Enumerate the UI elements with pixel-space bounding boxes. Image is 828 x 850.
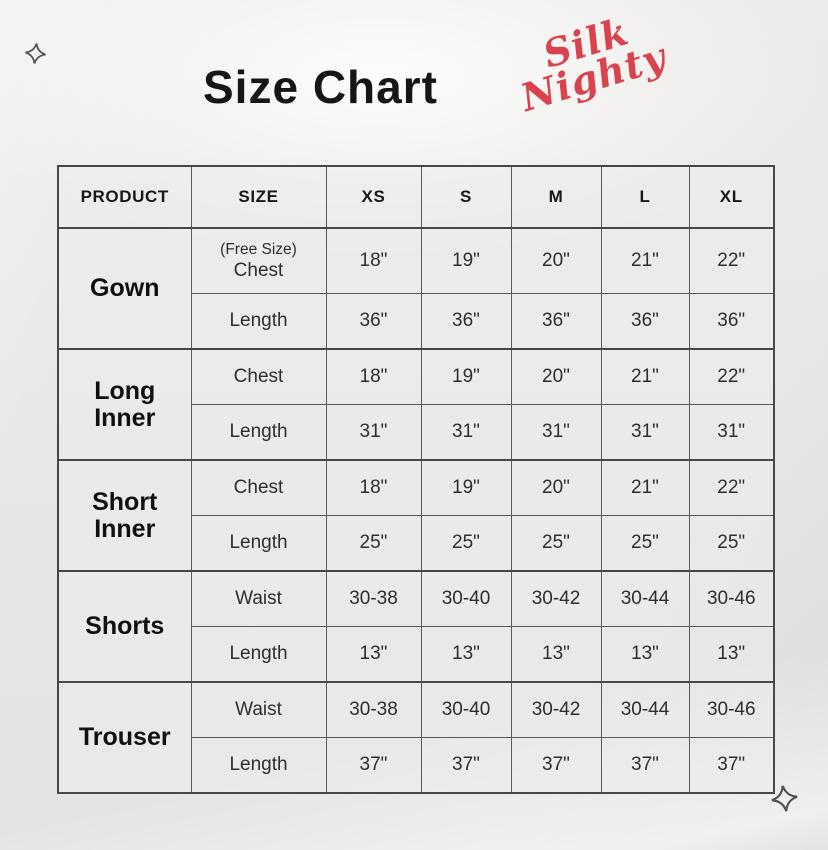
header-l: L [600,165,690,229]
product-name-cell: Trouser [57,681,192,794]
size-value-cell: 25" [688,515,775,572]
table-row: Trouser Waist 30-38 30-40 30-42 30-44 30… [57,681,775,794]
size-value-cell: 25" [600,515,690,572]
table-row: Length 13" 13" 13" 13" 13" [58,626,775,683]
size-value-cell: 36" [420,293,512,350]
table-row: Length 36" 36" 36" 36" 36" [58,293,775,350]
size-value-cell: 30-42 [510,681,602,738]
size-value-cell: 31" [510,404,602,461]
size-value-cell: 30-40 [420,570,512,627]
size-value-cell: 19" [420,459,512,516]
size-value-cell: 30-40 [420,681,512,738]
size-value-cell: 13" [325,626,422,683]
size-value-cell: 22" [688,348,775,405]
size-value-cell: 22" [688,459,775,516]
measure-label-cell: (Free Size) Chest [190,227,327,294]
size-value-cell: 20" [510,459,602,516]
header-xl: XL [688,165,775,229]
measure-note: (Free Size) [220,240,297,258]
measure-label-cell: Waist [190,570,327,627]
size-value-cell: 20" [510,348,602,405]
size-value-cell: 30-44 [600,681,690,738]
size-value-cell: 13" [510,626,602,683]
table-row: Short Inner Chest 18" 19" 20" 21" 22" [57,459,775,572]
size-value-cell: 37" [510,737,602,794]
size-value-cell: 30-44 [600,570,690,627]
header-size: SIZE [190,165,327,229]
page-title: Size Chart [203,61,438,113]
product-name-cell: Gown [57,227,192,350]
table-row: Gown (Free Size) Chest 18" 19" 20" 21" 2… [57,227,775,350]
measure-label-cell: Length [190,515,327,572]
size-chart-table: PRODUCT SIZE XS S M L XL Gown (Free Size… [57,165,775,794]
size-value-cell: 22" [688,227,775,294]
size-value-cell: 30-38 [325,570,422,627]
size-value-cell: 31" [600,404,690,461]
measure-label-cell: Length [190,293,327,350]
product-name-cell: Short Inner [57,459,192,572]
size-value-cell: 19" [420,348,512,405]
table-row: Length 25" 25" 25" 25" 25" [58,515,775,572]
size-value-cell: 30-42 [510,570,602,627]
size-value-cell: 31" [688,404,775,461]
size-value-cell: 37" [688,737,775,794]
size-value-cell: 18" [325,227,422,294]
measure-label-cell: Length [190,737,327,794]
header-s: S [420,165,512,229]
measure-label-cell: Chest [190,348,327,405]
measure-label-cell: Length [190,404,327,461]
size-value-cell: 31" [325,404,422,461]
size-value-cell: 25" [325,515,422,572]
size-value-cell: 25" [510,515,602,572]
size-value-cell: 21" [600,227,690,294]
size-value-cell: 36" [600,293,690,350]
measure-label-cell: Chest [190,459,327,516]
product-name-cell: Shorts [57,570,192,683]
header-m: M [510,165,602,229]
size-value-cell: 36" [510,293,602,350]
size-value-cell: 13" [688,626,775,683]
size-value-cell: 37" [420,737,512,794]
size-value-cell: 13" [420,626,512,683]
size-value-cell: 30-46 [688,681,775,738]
size-value-cell: 36" [325,293,422,350]
size-value-cell: 18" [325,459,422,516]
measure-label: Chest [233,259,284,281]
product-name-cell: Long Inner [57,348,192,461]
size-value-cell: 18" [325,348,422,405]
size-value-cell: 37" [600,737,690,794]
size-value-cell: 36" [688,293,775,350]
table-row: Length 31" 31" 31" 31" 31" [58,404,775,461]
size-value-cell: 31" [420,404,512,461]
size-value-cell: 30-38 [325,681,422,738]
table-row: Length 37" 37" 37" 37" 37" [58,737,775,794]
size-value-cell: 19" [420,227,512,294]
measure-label-cell: Waist [190,681,327,738]
table-row: Shorts Waist 30-38 30-40 30-42 30-44 30-… [57,570,775,683]
size-value-cell: 13" [600,626,690,683]
size-value-cell: 21" [600,459,690,516]
sparkle-icon-bottom-right [771,785,798,812]
header-xs: XS [325,165,422,229]
brand-script: Silk Nighty [507,6,672,120]
header-product: PRODUCT [57,165,192,229]
size-value-cell: 37" [325,737,422,794]
size-value-cell: 30-46 [688,570,775,627]
size-value-cell: 21" [600,348,690,405]
size-value-cell: 25" [420,515,512,572]
size-value-cell: 20" [510,227,602,294]
table-row: Long Inner Chest 18" 19" 20" 21" 22" [57,348,775,461]
sparkle-icon-top-left [25,43,46,64]
measure-label-cell: Length [190,626,327,683]
table-header-row: PRODUCT SIZE XS S M L XL [57,165,775,229]
